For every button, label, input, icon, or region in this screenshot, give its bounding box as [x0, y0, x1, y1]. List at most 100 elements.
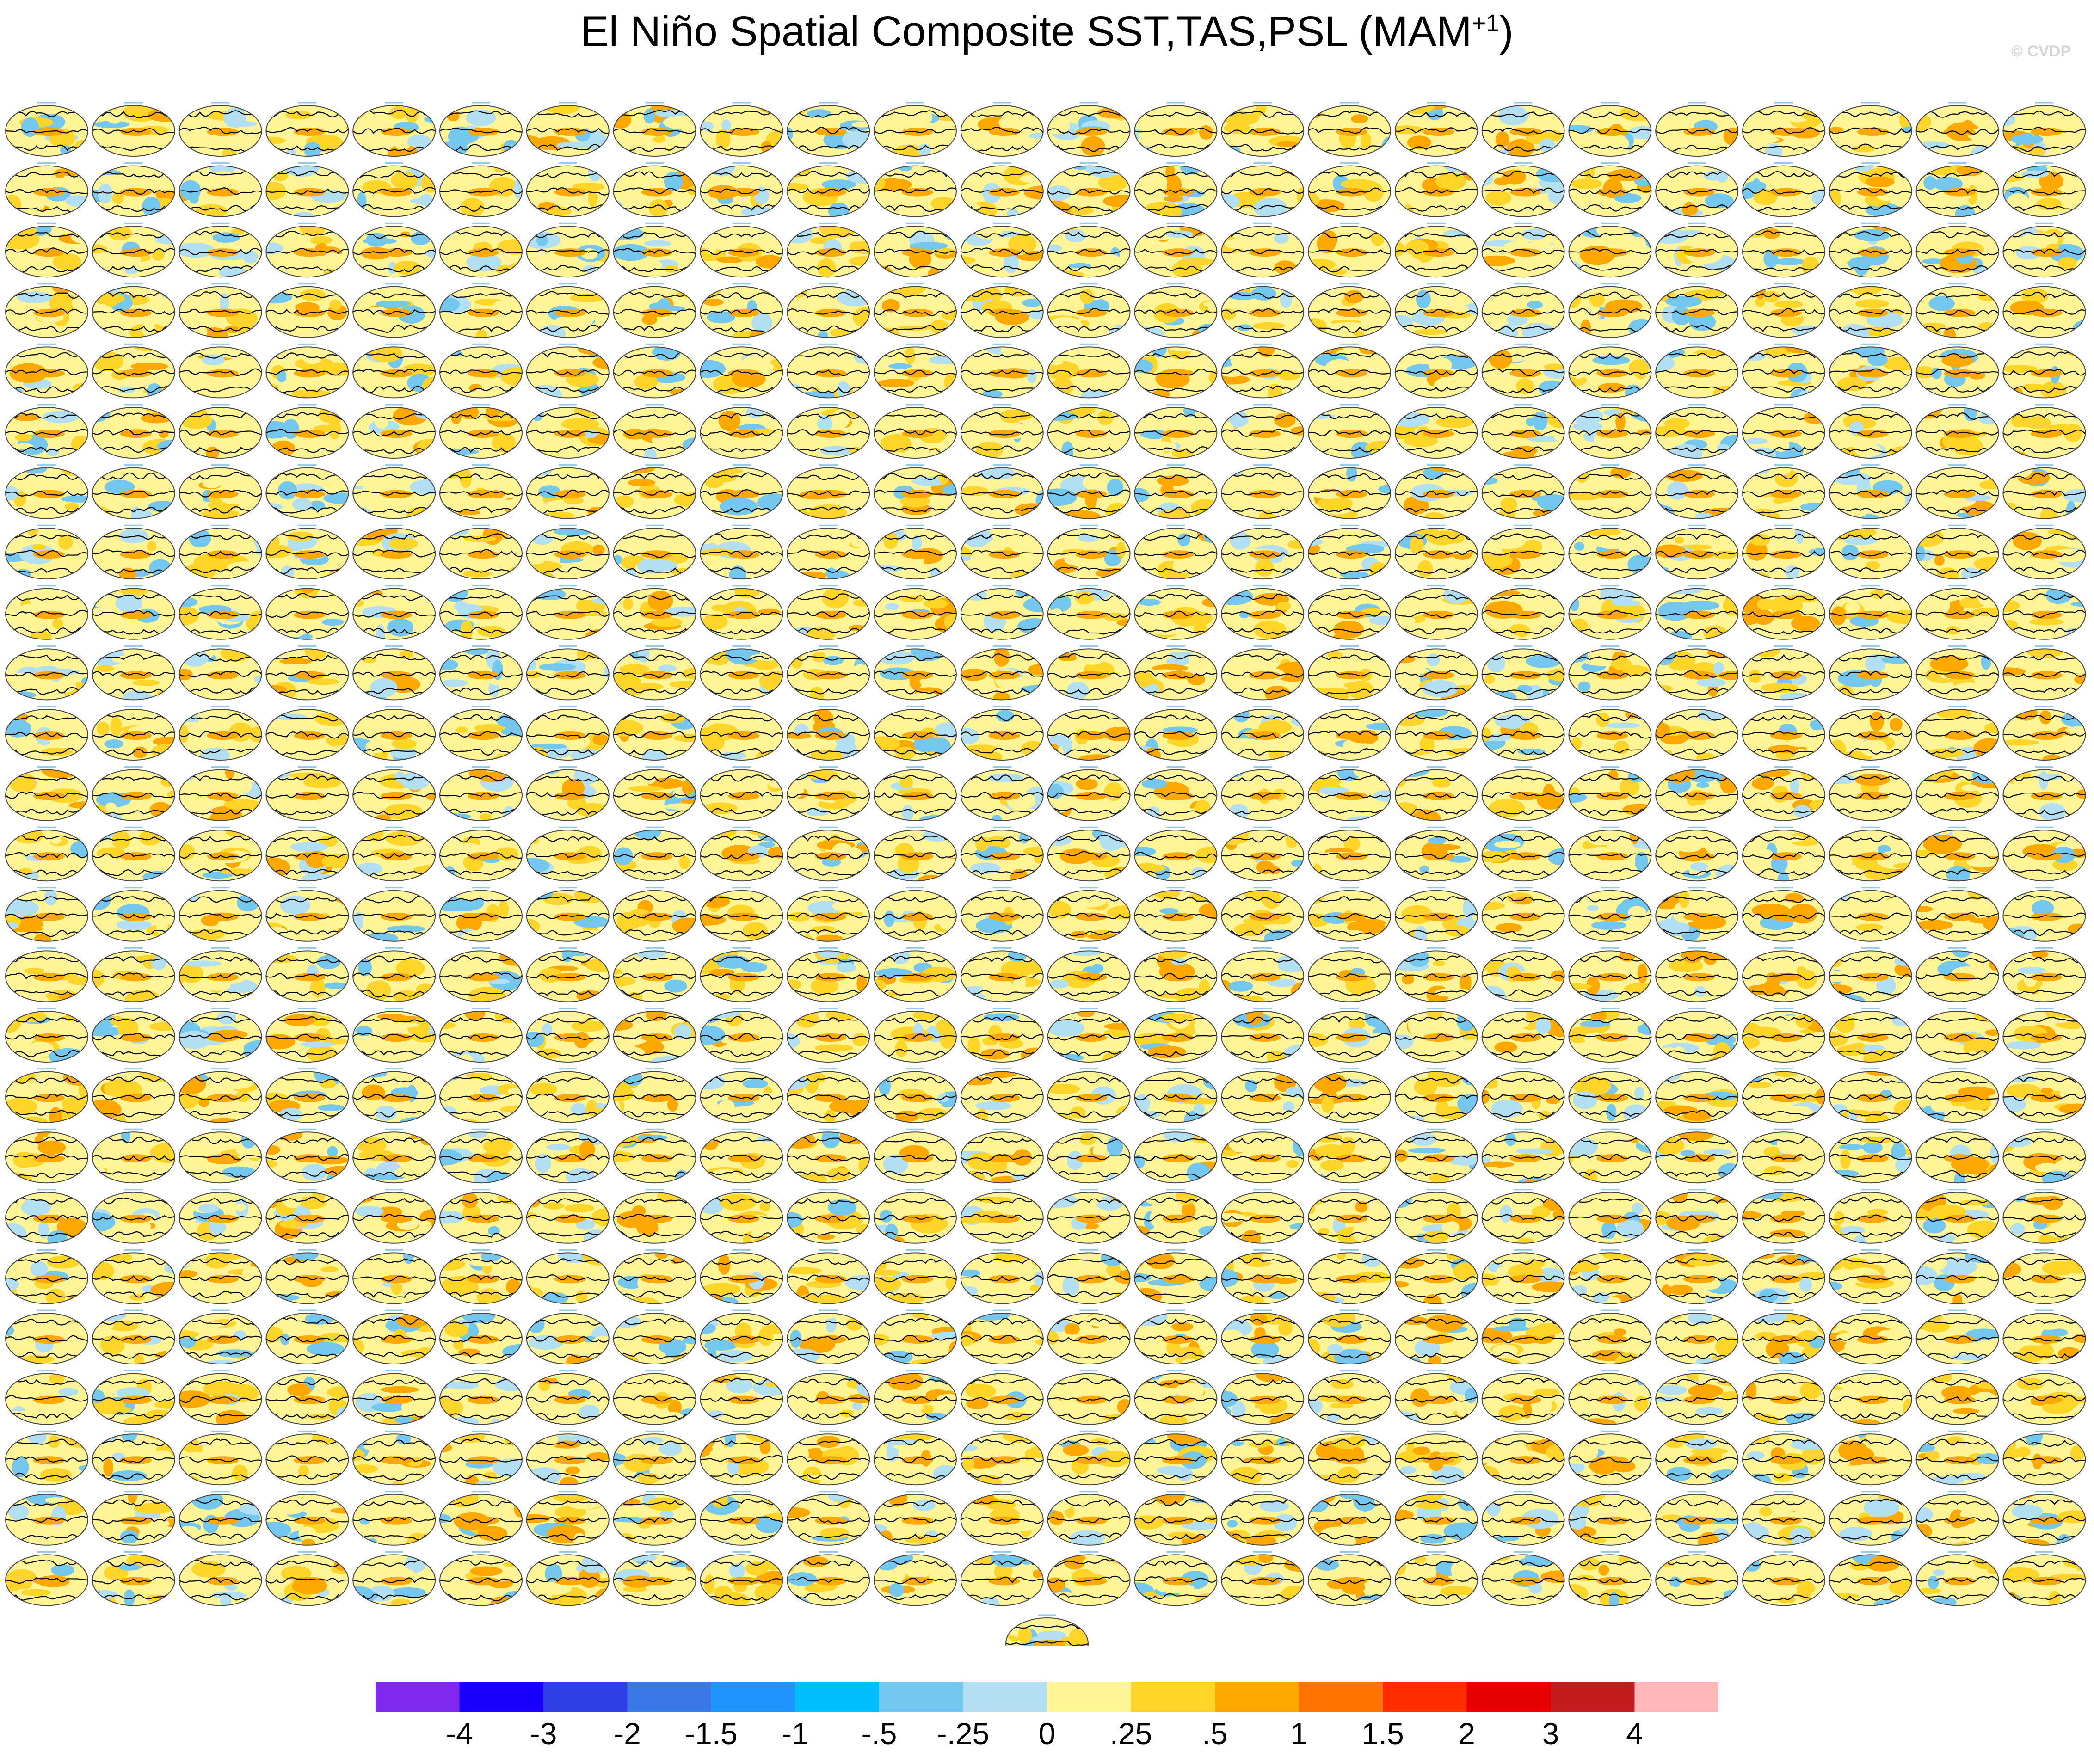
map-panel [179, 1309, 262, 1364]
map-panel [1221, 1008, 1305, 1063]
map-panel [874, 464, 957, 519]
map-panel [439, 162, 523, 217]
map-panel [960, 524, 1044, 580]
map-panel [1829, 645, 1912, 701]
map-panel [1308, 645, 1391, 701]
map-panel [700, 1551, 783, 1606]
map-panel [526, 102, 610, 157]
map-panel [787, 1008, 870, 1063]
map-panel [960, 1491, 1044, 1546]
map-panel [787, 645, 870, 701]
map-panel [526, 1008, 610, 1063]
map-panel [265, 464, 349, 519]
map-panel [960, 1551, 1044, 1606]
map-panel [1829, 947, 1912, 1002]
map-panel [1308, 1249, 1391, 1304]
map-panel [1568, 1008, 1652, 1063]
map-panel [1481, 1491, 1565, 1546]
map-panel [613, 645, 696, 701]
map-panel [613, 1189, 696, 1244]
map-panel [92, 404, 175, 459]
map-panel [613, 1128, 696, 1184]
map-panel [5, 1008, 88, 1063]
map-panel [1568, 1128, 1652, 1184]
map-panel [874, 1430, 957, 1486]
map-panel [1308, 947, 1391, 1002]
map-panel [700, 645, 783, 701]
map-panel [1655, 585, 1739, 640]
panel-grid-svg [5, 102, 2086, 1646]
map-panel [1308, 1008, 1391, 1063]
map-panel [874, 1068, 957, 1123]
map-panel [960, 645, 1044, 701]
map-panel [787, 404, 870, 459]
map-panel [1221, 766, 1305, 821]
map-panel [1915, 222, 1999, 278]
map-panel [1308, 343, 1391, 399]
map-panel [1655, 222, 1739, 278]
map-panel [5, 706, 88, 761]
map-panel [2002, 645, 2086, 701]
map-panel [2002, 283, 2086, 338]
map-panel [1568, 887, 1652, 942]
colorbar-tick-label: .25 [1110, 1716, 1152, 1751]
map-panel [265, 1128, 349, 1184]
map-panel [1481, 1068, 1565, 1123]
map-panel [1568, 1491, 1652, 1546]
map-panel [1221, 102, 1305, 157]
map-panel [1047, 1128, 1131, 1184]
map-panel [179, 645, 262, 701]
map-panel [1742, 222, 1825, 278]
map-panel [700, 1430, 783, 1486]
map-panel [2002, 1068, 2086, 1123]
map-panel [1134, 585, 1218, 640]
map-panel [352, 464, 436, 519]
map-panel [179, 1491, 262, 1546]
map-panel [1394, 1430, 1478, 1486]
map-panel [1047, 222, 1131, 278]
map-panel [1655, 1189, 1739, 1244]
map-panel [960, 1370, 1044, 1425]
map-panel [179, 1430, 262, 1486]
map-panel [92, 1249, 175, 1304]
map-panel [1829, 1008, 1912, 1063]
map-panel [352, 887, 436, 942]
map-panel [439, 887, 523, 942]
map-panel [439, 1249, 523, 1304]
map-panel [1568, 1370, 1652, 1425]
map-panel [92, 1189, 175, 1244]
map-panel [439, 283, 523, 338]
map-panel [439, 766, 523, 821]
map-panel [874, 1249, 957, 1304]
title-close: ) [1499, 8, 1514, 55]
map-panel [1221, 706, 1305, 761]
map-panel [439, 464, 523, 519]
colorbar-tick-label: 2 [1458, 1716, 1475, 1751]
map-panel [526, 343, 610, 399]
map-panel [1568, 1430, 1652, 1486]
map-panel [1655, 283, 1739, 338]
map-panel [1655, 1491, 1739, 1546]
map-panel [5, 826, 88, 882]
map-panel [874, 524, 957, 580]
map-panel [265, 162, 349, 217]
map-panel [1394, 706, 1478, 761]
map-panel [1829, 1430, 1912, 1486]
map-panel [960, 887, 1044, 942]
map-panel [1308, 1491, 1391, 1546]
map-panel [1047, 1249, 1131, 1304]
map-panel [1481, 1551, 1565, 1606]
map-panel [1829, 1189, 1912, 1244]
map-panel [179, 343, 262, 399]
map-panel [1829, 162, 1912, 217]
map-panel [92, 1430, 175, 1486]
map-panel [179, 464, 262, 519]
map-panel [1134, 887, 1218, 942]
map-panel [526, 585, 610, 640]
map-panel [787, 1309, 870, 1364]
map-panel [1829, 1551, 1912, 1606]
map-panel [1568, 222, 1652, 278]
map-panel [700, 706, 783, 761]
colorbar-tick-label: 4 [1626, 1716, 1643, 1751]
map-panel [1829, 524, 1912, 580]
